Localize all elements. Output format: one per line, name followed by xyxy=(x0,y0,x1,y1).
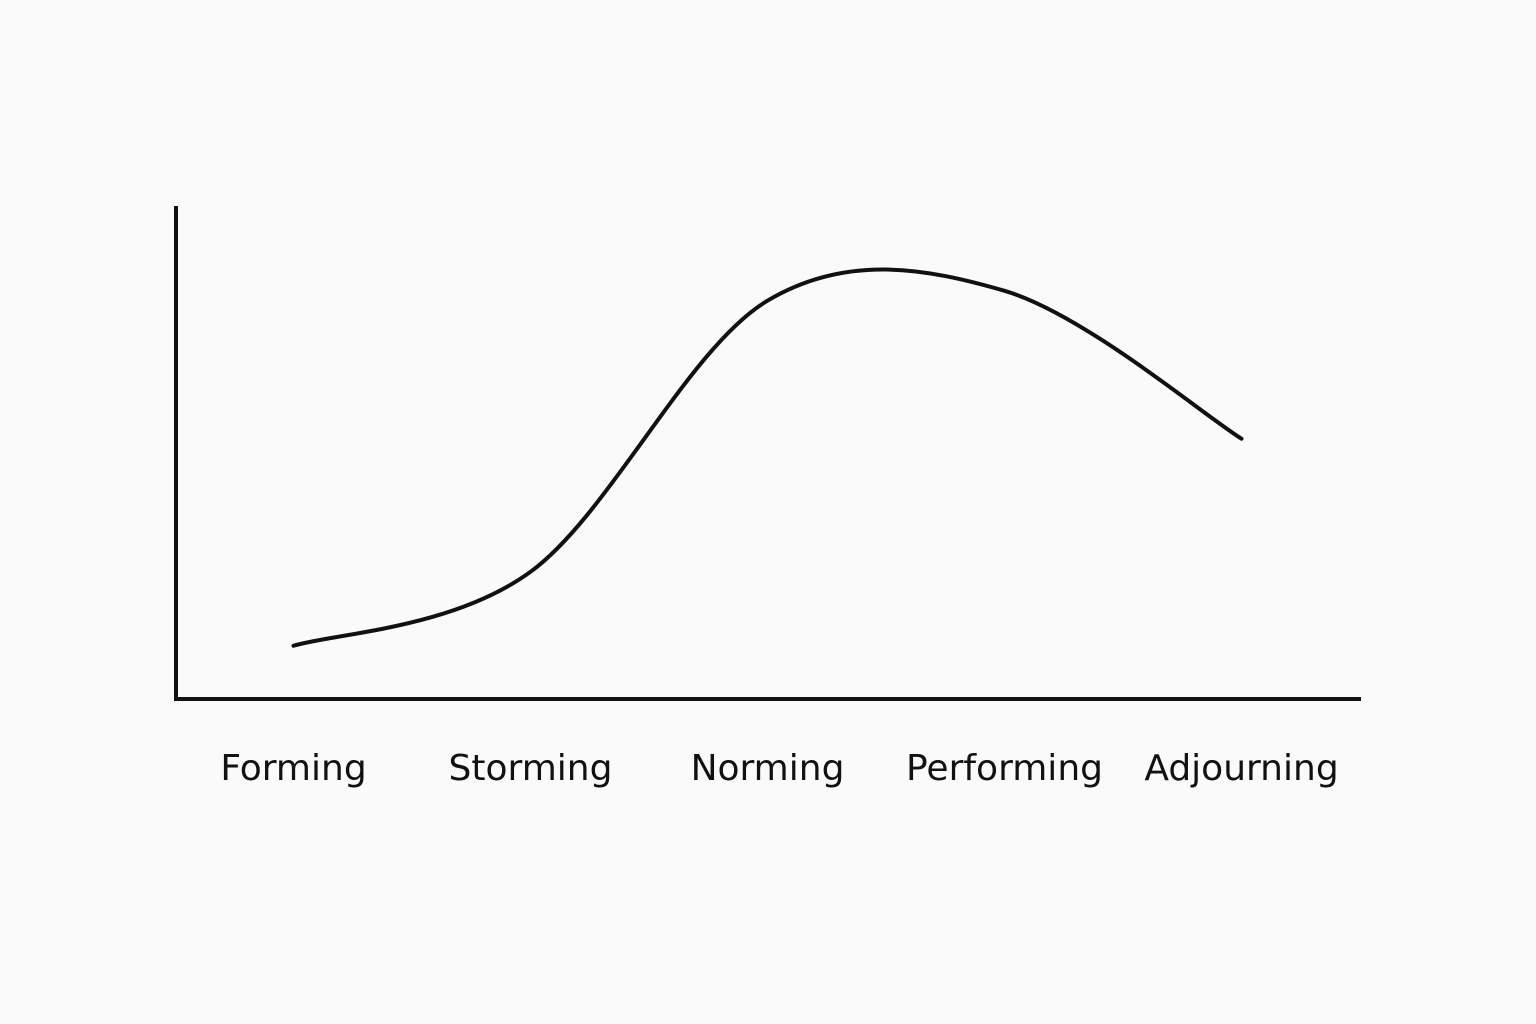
x-tick-label: Adjourning xyxy=(1144,748,1338,789)
x-tick-label: Forming xyxy=(220,748,366,789)
x-tick-label: Norming xyxy=(691,748,845,789)
x-tick-label: Performing xyxy=(906,748,1103,789)
x-tick-label: Storming xyxy=(449,748,613,789)
curve xyxy=(291,267,1244,648)
